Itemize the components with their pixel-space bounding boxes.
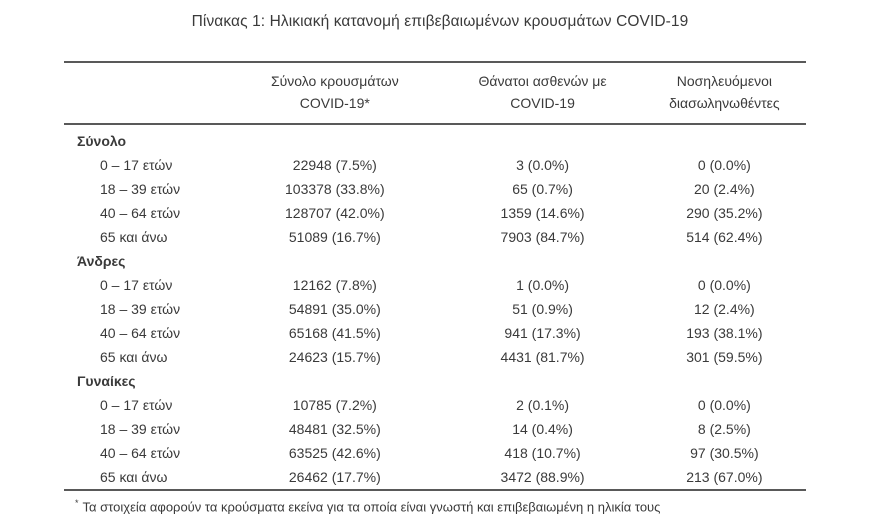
deaths-cell: 7903 (84.7%) bbox=[500, 229, 585, 245]
age-group-label: 0 – 17 ετών bbox=[100, 397, 173, 413]
column-header-total-cases: Σύνολο κρουσμάτων COVID-19* bbox=[227, 62, 443, 125]
empty-header-cell bbox=[64, 62, 228, 125]
intubated-cell: 301 (59.5%) bbox=[686, 349, 763, 365]
cases-cell: 103378 (33.8%) bbox=[285, 181, 385, 197]
intubated-cell: 0 (0.0%) bbox=[697, 157, 751, 173]
cases-cell: 51089 (16.7%) bbox=[288, 229, 381, 245]
age-group-label: 65 και άνω bbox=[100, 469, 168, 485]
cases-cell: 26462 (17.7%) bbox=[288, 469, 381, 485]
column-header-line: Θάνατοι ασθενών με bbox=[478, 73, 607, 89]
column-header-intubated: Νοσηλευόμενοι διασωληνωθέντες bbox=[642, 62, 806, 125]
age-group-label: 40 – 64 ετών bbox=[100, 205, 181, 221]
table-row: 18 – 39 ετών 103378 (33.8%) 65 (0.7%) 20… bbox=[64, 177, 806, 201]
table-row: 0 – 17 ετών 12162 (7.8%) 1 (0.0%) 0 (0.0… bbox=[64, 273, 806, 297]
deaths-cell: 1359 (14.6%) bbox=[500, 205, 585, 221]
column-header-line: διασωληνωθέντες bbox=[669, 95, 780, 111]
intubated-cell: 0 (0.0%) bbox=[697, 397, 751, 413]
cases-cell: 128707 (42.0%) bbox=[285, 205, 385, 221]
footnote: * Τα στοιχεία αφορούν τα κρούσματα εκείνα… bbox=[64, 494, 880, 516]
table-body: Σύνολο 0 – 17 ετών 22948 (7.5%) 3 (0.0%)… bbox=[64, 124, 806, 490]
deaths-cell: 51 (0.9%) bbox=[512, 301, 573, 317]
section-header-women: Γυναίκες bbox=[64, 369, 806, 393]
table-row: 65 και άνω 24623 (15.7%) 4431 (81.7%) 30… bbox=[64, 345, 806, 369]
cases-cell: 24623 (15.7%) bbox=[288, 349, 381, 365]
footnote-asterisk: * bbox=[75, 498, 79, 508]
section-title: Γυναίκες bbox=[77, 373, 136, 389]
intubated-cell: 514 (62.4%) bbox=[686, 229, 763, 245]
table-row: 0 – 17 ετών 22948 (7.5%) 3 (0.0%) 0 (0.0… bbox=[64, 153, 806, 177]
table-row: 65 και άνω 51089 (16.7%) 7903 (84.7%) 51… bbox=[64, 225, 806, 249]
intubated-cell: 290 (35.2%) bbox=[686, 205, 763, 221]
age-group-label: 0 – 17 ετών bbox=[100, 157, 173, 173]
intubated-cell: 12 (2.4%) bbox=[694, 301, 755, 317]
table-header: Σύνολο κρουσμάτων COVID-19* Θάνατοι ασθε… bbox=[64, 62, 806, 125]
deaths-cell: 1 (0.0%) bbox=[516, 277, 570, 293]
table-row: 0 – 17 ετών 10785 (7.2%) 2 (0.1%) 0 (0.0… bbox=[64, 393, 806, 417]
age-group-label: 65 και άνω bbox=[100, 349, 168, 365]
section-title: Άνδρες bbox=[77, 253, 126, 269]
cases-cell: 10785 (7.2%) bbox=[292, 397, 377, 413]
deaths-cell: 4431 (81.7%) bbox=[500, 349, 585, 365]
table-row: 40 – 64 ετών 65168 (41.5%) 941 (17.3%) 1… bbox=[64, 321, 806, 345]
column-header-line: Νοσηλευόμενοι bbox=[676, 73, 772, 89]
header-row: Σύνολο κρουσμάτων COVID-19* Θάνατοι ασθε… bbox=[64, 62, 806, 125]
section-header-men: Άνδρες bbox=[64, 249, 806, 273]
age-group-label: 18 – 39 ετών bbox=[100, 301, 181, 317]
intubated-cell: 8 (2.5%) bbox=[697, 421, 751, 437]
column-header-line: COVID-19 bbox=[510, 95, 575, 111]
section-title: Σύνολο bbox=[77, 133, 127, 149]
cases-cell: 22948 (7.5%) bbox=[292, 157, 377, 173]
footnote-text: Τα στοιχεία αφορούν τα κρούσματα εκείνα … bbox=[82, 499, 661, 515]
intubated-cell: 20 (2.4%) bbox=[694, 181, 755, 197]
table-row: 40 – 64 ετών 128707 (42.0%) 1359 (14.6%)… bbox=[64, 201, 806, 225]
table-row: 18 – 39 ετών 54891 (35.0%) 51 (0.9%) 12 … bbox=[64, 297, 806, 321]
table-title: Πίνακας 1: Ηλικιακή κατανομή επιβεβαιωμέ… bbox=[191, 13, 689, 30]
column-header-line: COVID-19* bbox=[299, 95, 370, 111]
table-row: 18 – 39 ετών 48481 (32.5%) 14 (0.4%) 8 (… bbox=[64, 417, 806, 441]
deaths-cell: 418 (10.7%) bbox=[504, 445, 581, 461]
deaths-cell: 3472 (88.9%) bbox=[500, 469, 585, 485]
cases-cell: 54891 (35.0%) bbox=[288, 301, 381, 317]
deaths-cell: 3 (0.0%) bbox=[516, 157, 570, 173]
table-row: 65 και άνω 26462 (17.7%) 3472 (88.9%) 21… bbox=[64, 465, 806, 490]
column-header-line: Σύνολο κρουσμάτων bbox=[270, 73, 399, 89]
cases-cell: 65168 (41.5%) bbox=[288, 325, 381, 341]
intubated-cell: 213 (67.0%) bbox=[686, 469, 763, 485]
section-header-total: Σύνολο bbox=[64, 124, 806, 153]
age-group-label: 18 – 39 ετών bbox=[100, 421, 181, 437]
age-group-label: 0 – 17 ετών bbox=[100, 277, 173, 293]
table-row: 40 – 64 ετών 63525 (42.6%) 418 (10.7%) 9… bbox=[64, 441, 806, 465]
column-header-deaths: Θάνατοι ασθενών με COVID-19 bbox=[442, 62, 643, 125]
cases-cell: 48481 (32.5%) bbox=[288, 421, 381, 437]
age-group-label: 40 – 64 ετών bbox=[100, 445, 181, 461]
deaths-cell: 2 (0.1%) bbox=[516, 397, 570, 413]
age-group-label: 40 – 64 ετών bbox=[100, 325, 181, 341]
cases-cell: 63525 (42.6%) bbox=[288, 445, 381, 461]
age-group-label: 18 – 39 ετών bbox=[100, 181, 181, 197]
deaths-cell: 65 (0.7%) bbox=[512, 181, 573, 197]
covid-age-distribution-table: Σύνολο κρουσμάτων COVID-19* Θάνατοι ασθε… bbox=[64, 61, 806, 491]
intubated-cell: 0 (0.0%) bbox=[697, 277, 751, 293]
intubated-cell: 97 (30.5%) bbox=[690, 445, 759, 461]
deaths-cell: 941 (17.3%) bbox=[504, 325, 581, 341]
cases-cell: 12162 (7.8%) bbox=[292, 277, 377, 293]
deaths-cell: 14 (0.4%) bbox=[512, 421, 573, 437]
intubated-cell: 193 (38.1%) bbox=[686, 325, 763, 341]
age-group-label: 65 και άνω bbox=[100, 229, 168, 245]
